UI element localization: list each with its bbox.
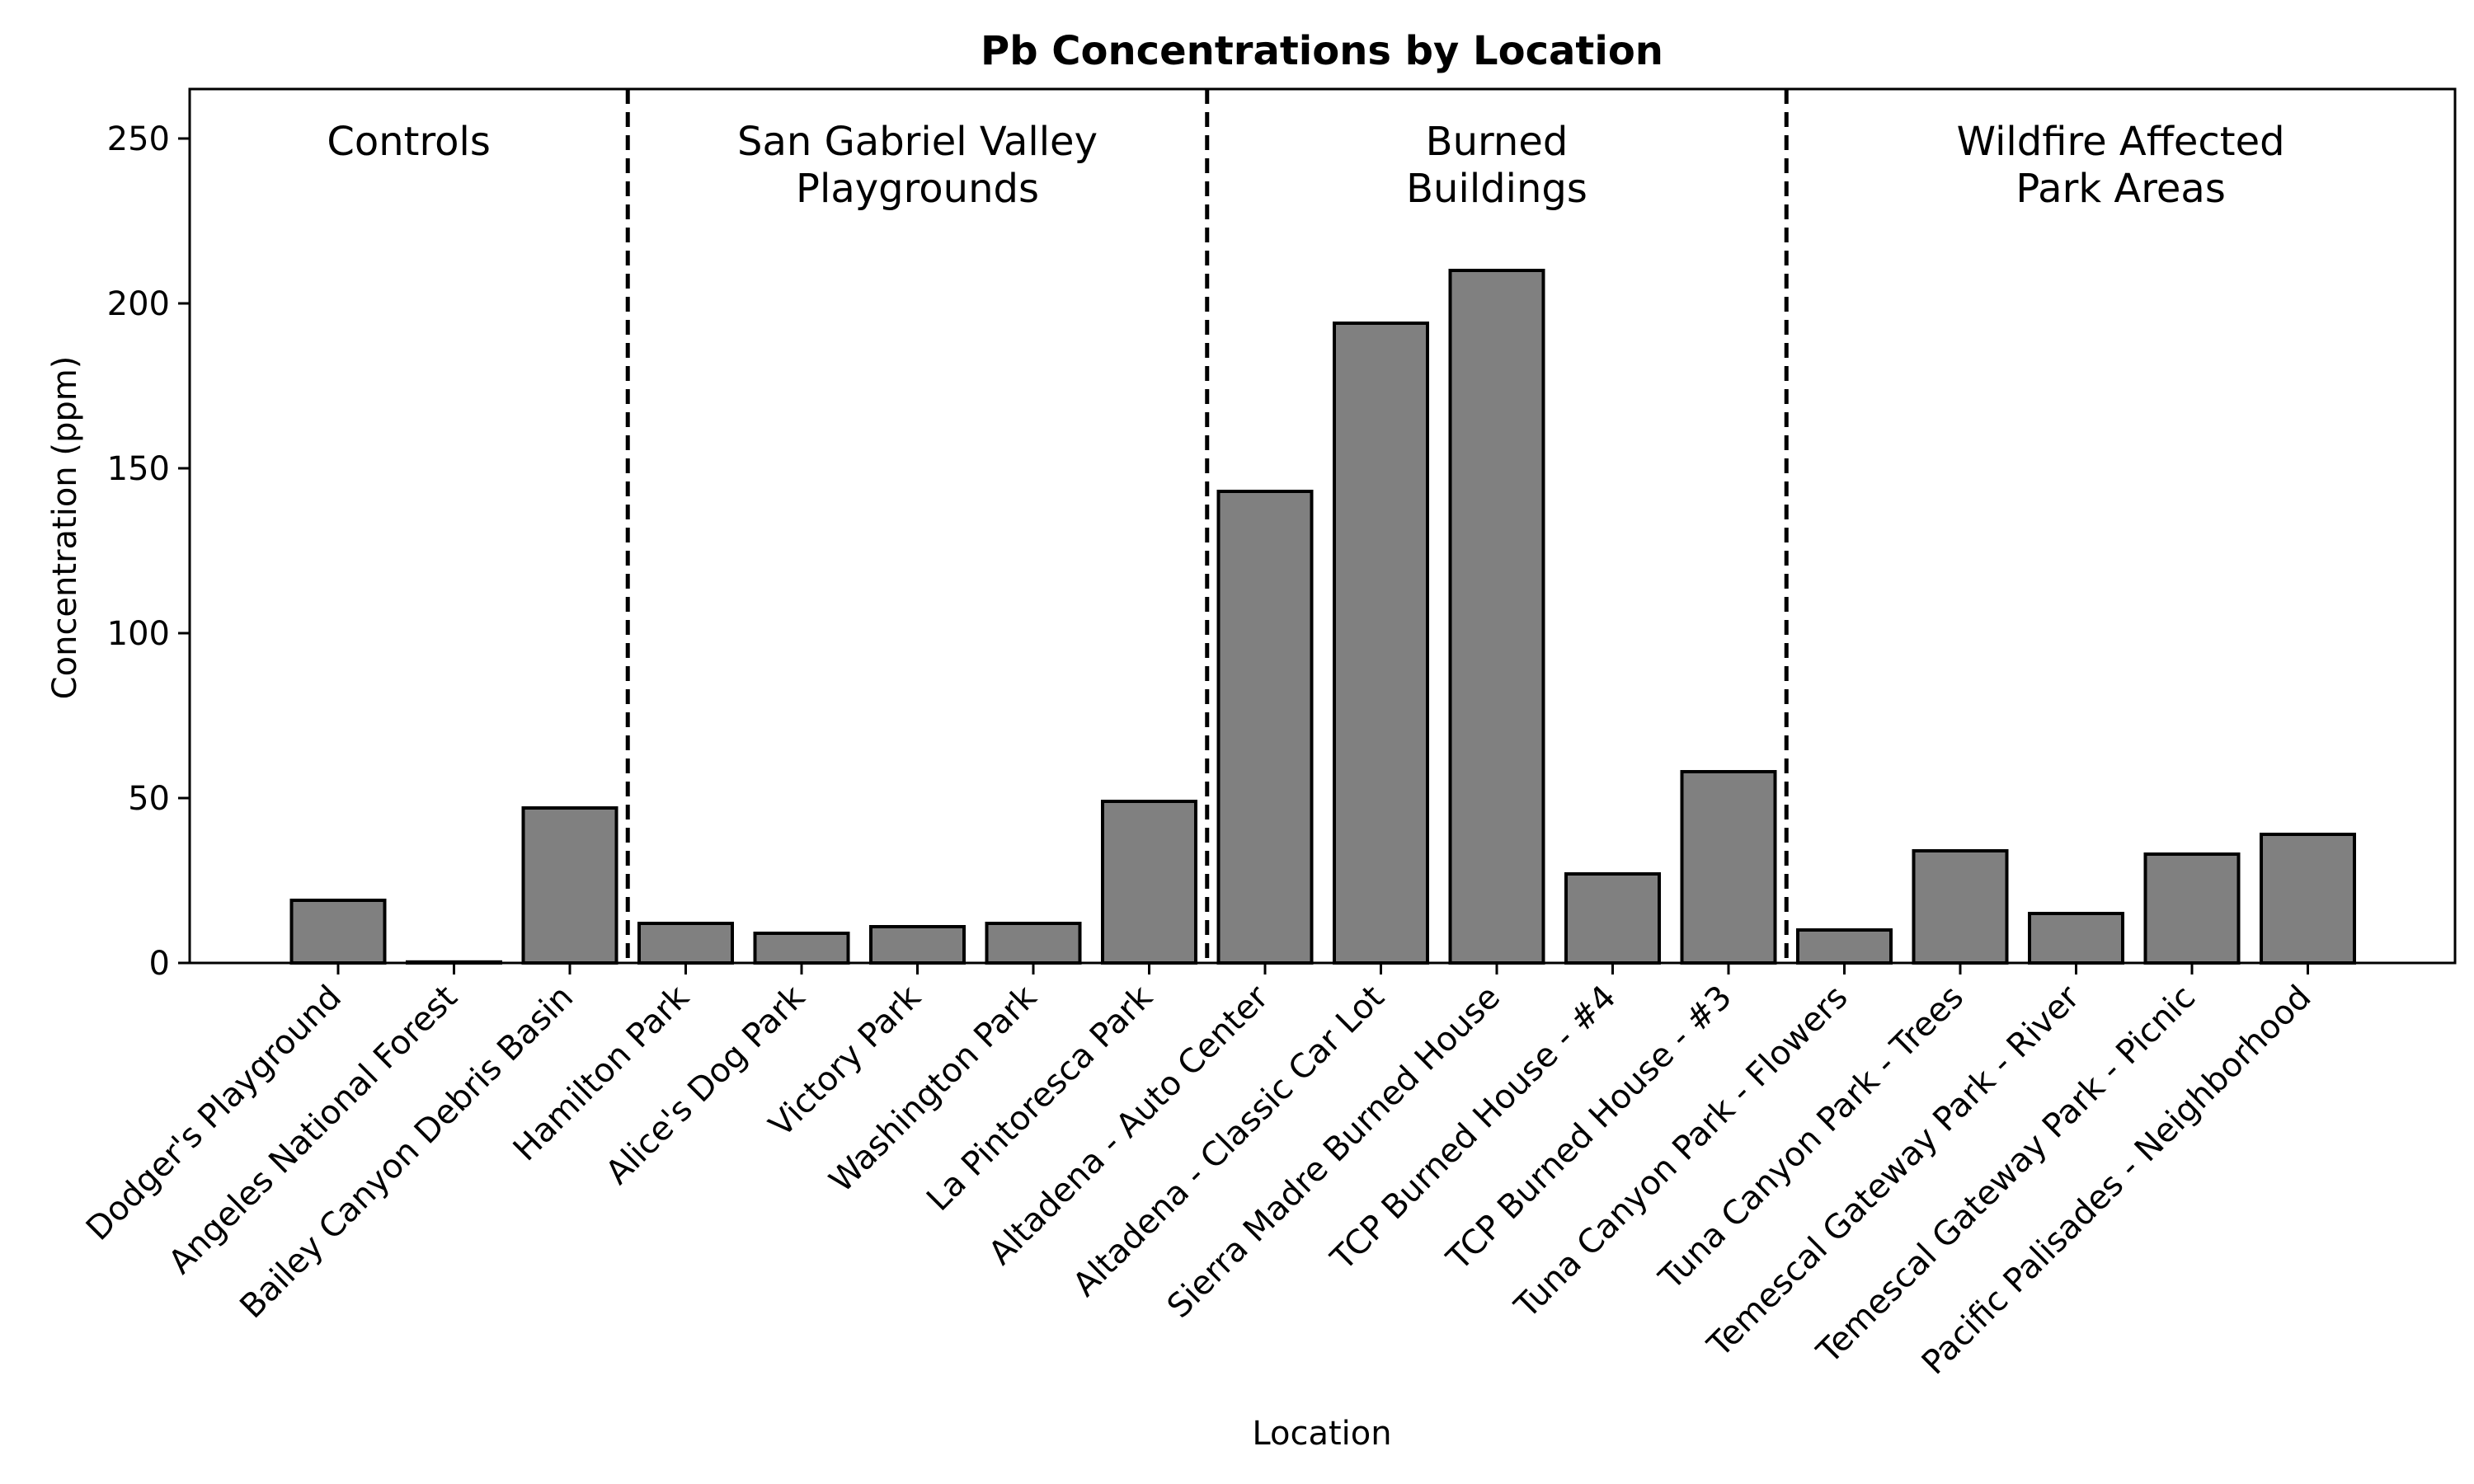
group-label: Playgrounds — [796, 166, 1039, 212]
group-label: Wildfire Affected — [1957, 119, 2285, 165]
bar — [753, 932, 850, 965]
group-label: San Gabriel Valley — [737, 119, 1098, 165]
bar — [985, 922, 1082, 965]
x-tick-label: Alice's Dog Park — [599, 978, 813, 1192]
bar — [2028, 912, 2124, 965]
x-tick-label: Washington Park — [822, 978, 1044, 1200]
group-label: Burned — [1426, 119, 1569, 165]
bar — [637, 922, 734, 965]
bar — [521, 806, 618, 965]
y-axis-label: Concentration (ppm) — [46, 356, 84, 700]
y-tick-label: 50 — [128, 780, 170, 818]
bar — [1796, 928, 1893, 965]
bar — [1680, 770, 1777, 965]
y-tick-label: 250 — [107, 120, 170, 158]
y-tick-label: 200 — [107, 285, 170, 323]
x-tick-label: La Pintoresca Park — [920, 978, 1160, 1219]
y-tick-label: 100 — [107, 615, 170, 653]
group-label: Buildings — [1406, 166, 1587, 212]
bar — [1564, 872, 1661, 965]
bar — [289, 899, 387, 965]
chart-title: Pb Concentrations by Location — [981, 28, 1663, 74]
bar — [1216, 490, 1314, 965]
plot-frame — [188, 87, 2457, 965]
bar — [869, 925, 966, 965]
x-axis-label: Location — [1252, 1415, 1391, 1453]
bar — [1912, 849, 2009, 965]
bar — [1448, 269, 1545, 965]
bar — [1101, 800, 1197, 965]
y-tick-label: 0 — [149, 945, 170, 983]
group-label: Controls — [327, 119, 491, 165]
bar — [2143, 852, 2241, 965]
bar — [2260, 833, 2356, 965]
y-tick-label: 150 — [107, 450, 170, 488]
bar — [1333, 322, 1429, 965]
group-label: Park Areas — [2015, 166, 2225, 212]
